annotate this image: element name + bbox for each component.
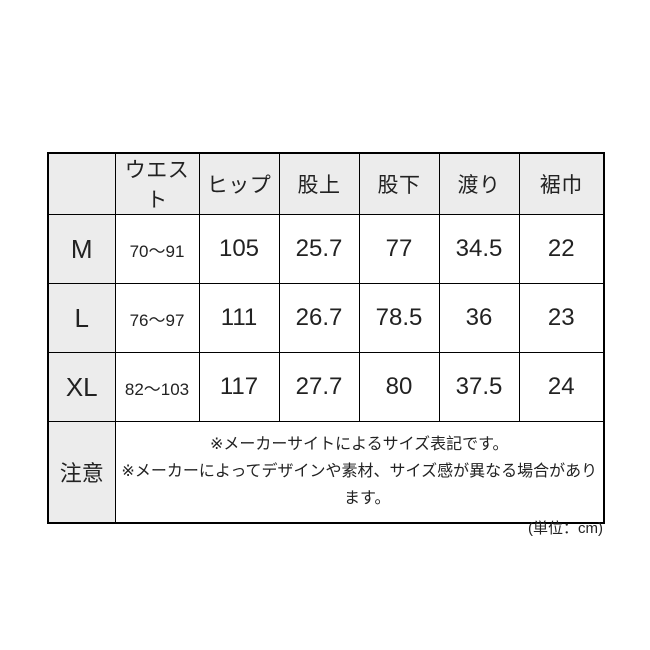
- header-cell-waist: ウエスト: [114, 152, 200, 215]
- thigh-value: 37.5: [438, 352, 520, 422]
- thigh-value: 34.5: [438, 214, 520, 284]
- thigh-value: 36: [438, 283, 520, 353]
- hip-value: 117: [198, 352, 280, 422]
- note-label: 注意: [47, 421, 116, 523]
- note-line-2: ※メーカーによってデザインや素材、サイズ感が異なる場合があります。: [121, 463, 598, 508]
- size-label: XL: [47, 352, 116, 422]
- table-row-m: M 70〜91 105 25.7 77 34.5 22: [47, 214, 605, 284]
- inseam-value: 80: [358, 352, 440, 422]
- waist-value: 76〜97: [114, 283, 200, 353]
- hem-value: 23: [518, 283, 605, 353]
- rise-value: 25.7: [278, 214, 360, 284]
- note-text-cell: ※メーカーサイトによるサイズ表記です。 ※メーカーによってデザインや素材、サイズ…: [114, 421, 605, 523]
- header-cell-inseam: 股下: [358, 152, 440, 215]
- header-cell-thigh: 渡り: [438, 152, 520, 215]
- table-header-row: ウエスト ヒップ 股上 股下 渡り 裾巾: [47, 152, 605, 215]
- table-row-xl: XL 82〜103 117 27.7 80 37.5 24: [47, 352, 605, 422]
- inseam-value: 77: [358, 214, 440, 284]
- size-label: M: [47, 214, 116, 284]
- table-row-l: L 76〜97 111 26.7 78.5 36 23: [47, 283, 605, 353]
- size-label: L: [47, 283, 116, 353]
- hip-value: 111: [198, 283, 280, 353]
- hem-value: 22: [518, 214, 605, 284]
- header-cell-hip: ヒップ: [198, 152, 280, 215]
- note-line-1: ※メーカーサイトによるサイズ表記です。: [209, 436, 509, 454]
- header-cell-hem: 裾巾: [518, 152, 605, 215]
- size-chart-table: ウエスト ヒップ 股上 股下 渡り 裾巾 M 70〜91 105 25.7 77…: [47, 152, 605, 524]
- waist-value: 82〜103: [114, 352, 200, 422]
- inseam-value: 78.5: [358, 283, 440, 353]
- hip-value: 105: [198, 214, 280, 284]
- header-cell-corner: [47, 152, 116, 215]
- hem-value: 24: [518, 352, 605, 422]
- unit-label: (単位：cm): [528, 520, 603, 537]
- waist-value: 70〜91: [114, 214, 200, 284]
- table-row-note: 注意 ※メーカーサイトによるサイズ表記です。 ※メーカーによってデザインや素材、…: [47, 421, 605, 523]
- rise-value: 26.7: [278, 283, 360, 353]
- header-cell-rise: 股上: [278, 152, 360, 215]
- rise-value: 27.7: [278, 352, 360, 422]
